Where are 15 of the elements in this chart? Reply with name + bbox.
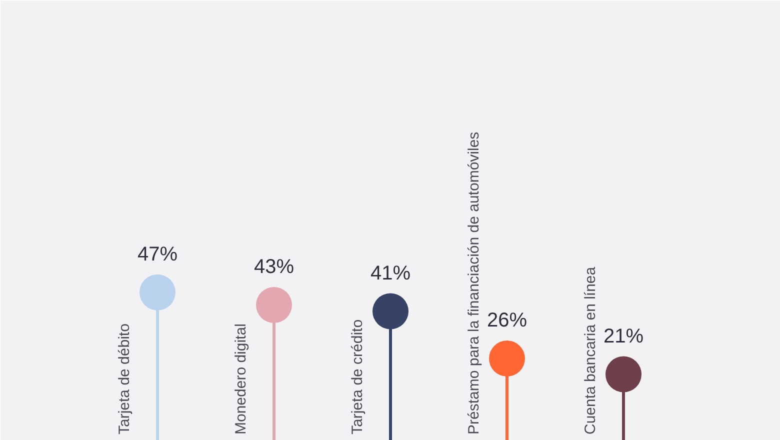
point bbox=[372, 293, 408, 330]
point bbox=[256, 286, 292, 323]
data-label: 47% bbox=[137, 243, 178, 266]
data-label: 21% bbox=[603, 325, 644, 348]
x-tick-label: Monedero digital bbox=[232, 324, 250, 434]
point bbox=[489, 340, 525, 377]
x-tick-label: Tarjeta de débito bbox=[116, 324, 133, 434]
data-label: 43% bbox=[254, 256, 294, 278]
data-label: 26% bbox=[486, 310, 528, 332]
x-tick-label: Préstamo para la financiación de automóviles bbox=[466, 132, 482, 434]
data-label: 41% bbox=[370, 262, 411, 284]
point bbox=[606, 356, 642, 392]
point bbox=[140, 274, 176, 310]
x-tick-label: Cuenta bancaria en línea bbox=[582, 266, 599, 434]
x-tick-label: Tarjeta de crédito bbox=[349, 319, 366, 434]
